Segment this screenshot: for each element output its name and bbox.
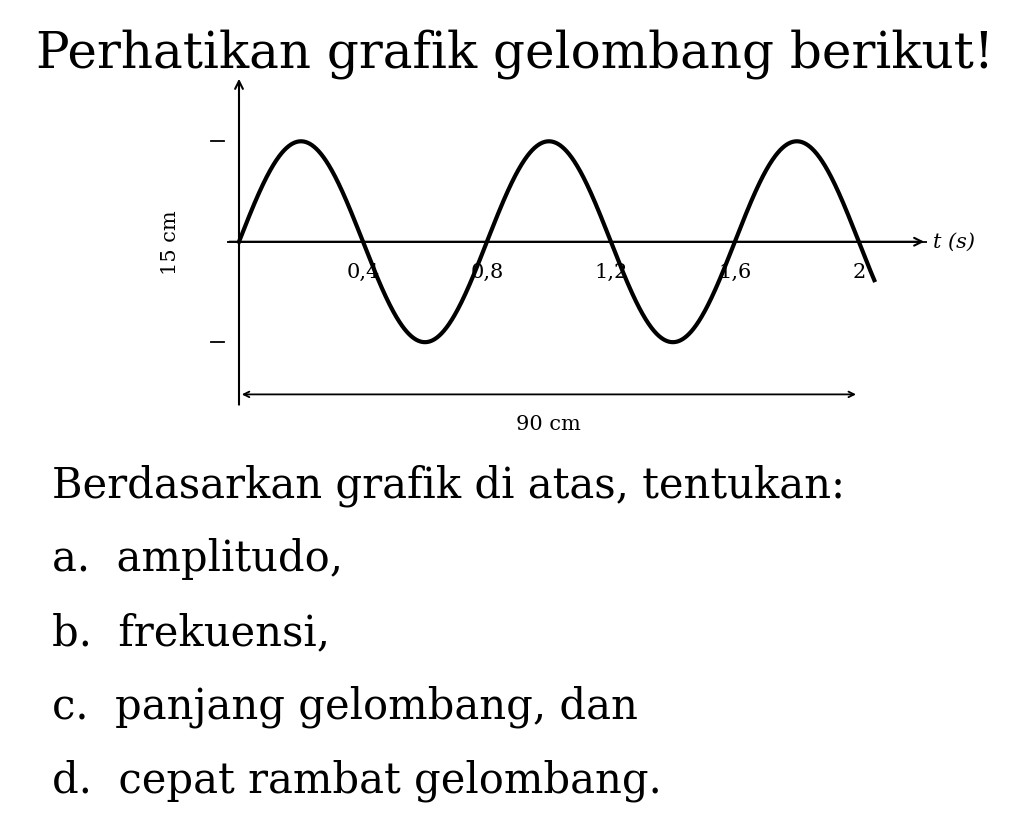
Text: 0,4: 0,4: [346, 263, 380, 282]
Text: 15 cm: 15 cm: [162, 210, 180, 275]
Text: 0,8: 0,8: [471, 263, 504, 282]
Text: a.  amplitudo,: a. amplitudo,: [52, 538, 343, 579]
Text: t (s): t (s): [933, 233, 975, 252]
Text: 2: 2: [852, 263, 865, 282]
Text: b.  frekuensi,: b. frekuensi,: [52, 611, 330, 653]
Text: 1,2: 1,2: [594, 263, 627, 282]
Text: 90 cm: 90 cm: [516, 415, 581, 434]
Text: d.  cepat rambat gelombang.: d. cepat rambat gelombang.: [52, 758, 661, 801]
Text: 1,6: 1,6: [718, 263, 752, 282]
Text: Berdasarkan grafik di atas, tentukan:: Berdasarkan grafik di atas, tentukan:: [52, 464, 845, 507]
Text: c.  panjang gelombang, dan: c. panjang gelombang, dan: [52, 685, 638, 727]
Text: Perhatikan grafik gelombang berikut!: Perhatikan grafik gelombang berikut!: [36, 29, 994, 79]
